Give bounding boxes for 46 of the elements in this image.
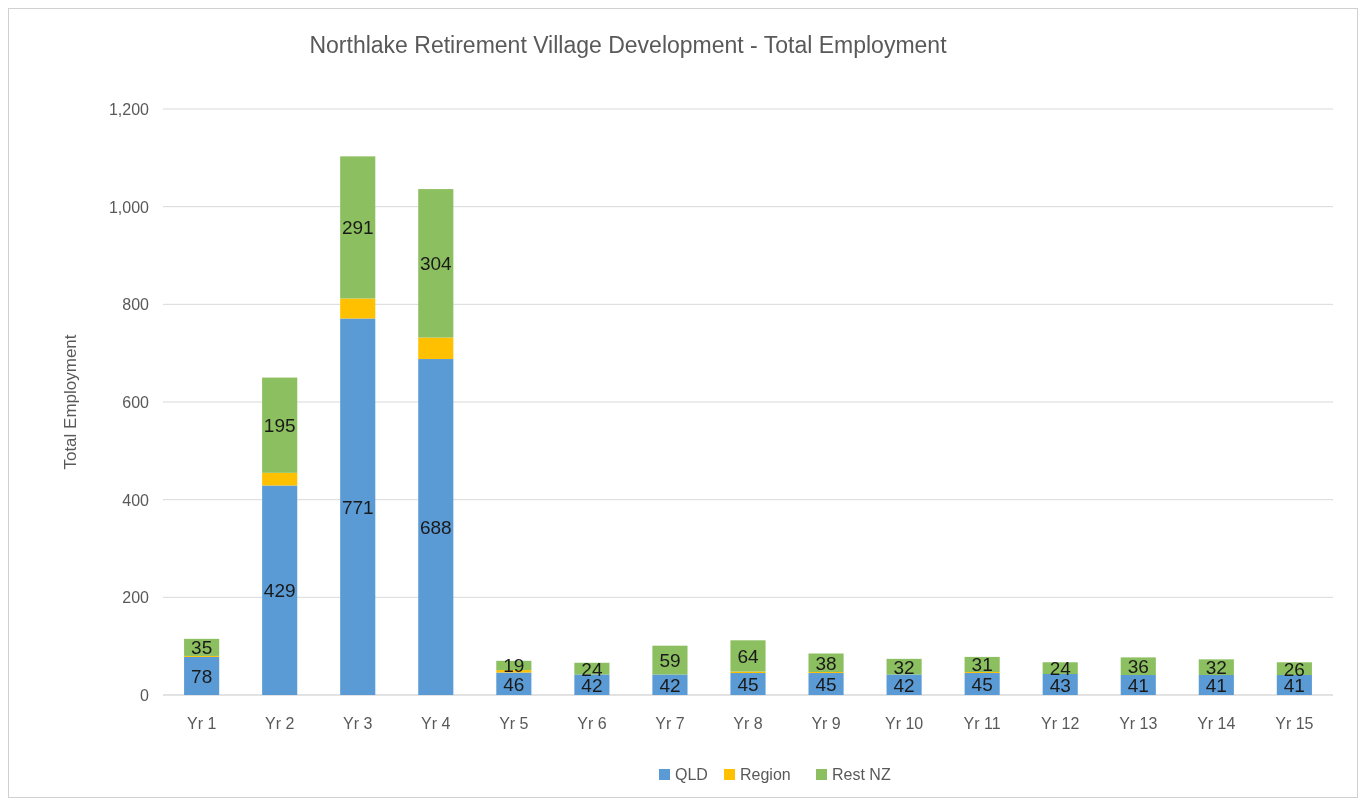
data-label: 31 — [971, 654, 993, 676]
x-tick-label: Yr 13 — [1119, 715, 1158, 732]
x-tick-label: Yr 9 — [811, 715, 841, 732]
data-label: 304 — [419, 253, 453, 275]
x-tick-label: Yr 12 — [1041, 715, 1080, 732]
data-label: 78 — [191, 665, 213, 687]
data-label: 64 — [737, 645, 759, 667]
y-tick-label: 800 — [122, 296, 150, 314]
data-label: 38 — [815, 652, 837, 674]
data-label: 195 — [263, 415, 296, 437]
data-label: 688 — [419, 517, 452, 539]
x-tick-label: Yr 3 — [343, 715, 373, 732]
data-label: 35 — [191, 637, 213, 659]
y-tick-label: 200 — [122, 589, 150, 607]
x-tick-label: Yr 11 — [963, 715, 1001, 732]
x-tick-label: Yr 4 — [421, 715, 451, 732]
legend-label: Region — [740, 766, 791, 783]
data-label: 45 — [815, 674, 837, 696]
x-tick-label: Yr 7 — [655, 715, 685, 732]
legend-label: QLD — [675, 766, 708, 783]
y-tick-label: 400 — [122, 491, 150, 509]
y-tick-label: 0 — [140, 687, 150, 704]
x-tick-label: Yr 1 — [186, 715, 217, 732]
x-tick-label: Yr 10 — [884, 715, 924, 732]
x-tick-label: Yr 8 — [733, 715, 763, 732]
data-label: 291 — [341, 217, 374, 239]
chart-title: Northlake Retirement Village Development - Total Employment — [309, 32, 948, 58]
data-label: 42 — [659, 674, 681, 696]
data-label: 45 — [737, 674, 759, 696]
x-tick-label: Yr 5 — [499, 715, 529, 732]
x-tick-label: Yr 6 — [577, 715, 607, 732]
data-label: 46 — [503, 673, 525, 695]
y-tick-label: 1,200 — [108, 101, 150, 118]
legend-label: Rest NZ — [832, 766, 891, 783]
data-label: 771 — [341, 496, 374, 518]
x-tick-label: Yr 15 — [1275, 715, 1314, 732]
y-tick-label: 1,000 — [108, 198, 150, 216]
data-label: 59 — [659, 650, 681, 672]
y-axis-title: Total Employment — [61, 334, 80, 470]
data-label: 45 — [971, 674, 993, 696]
y-tick-label: 600 — [122, 394, 150, 411]
x-tick-label: Yr 14 — [1197, 715, 1236, 732]
data-label: 26 — [1283, 658, 1305, 680]
x-tick-label: Yr 2 — [265, 715, 295, 732]
data-label: 24 — [581, 658, 603, 680]
data-label: 429 — [263, 580, 296, 602]
